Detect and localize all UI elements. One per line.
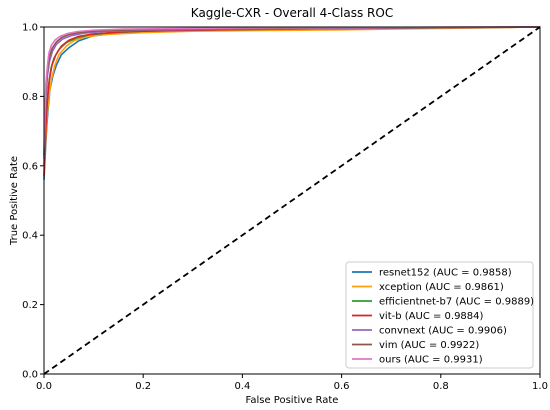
- y-tick-label: 0.2: [22, 300, 38, 311]
- x-tick-label: 1.0: [532, 381, 548, 392]
- x-tick-label: 0.0: [36, 381, 52, 392]
- roc-curve-series-1: [43, 26, 541, 173]
- y-axis-label: True Positive Rate: [9, 156, 20, 246]
- axis-ticks: 0.0 0.2 0.4 0.6 0.8 1.0 0.0 0.2 0.4 0.6 0.8 1.0: [22, 23, 548, 393]
- legend-label: vit-b (AUC = 0.9884): [379, 311, 484, 322]
- legend-label: xception (AUC = 0.9861): [379, 282, 504, 293]
- legend-label: vim (AUC = 0.9922): [379, 340, 479, 351]
- x-tick-label: 0.6: [334, 381, 350, 392]
- x-tick-label: 0.2: [135, 381, 151, 392]
- chart-title: Kaggle-CXR - Overall 4-Class ROC: [191, 6, 393, 20]
- legend-label: resnet152 (AUC = 0.9858): [379, 268, 512, 279]
- legend-label: efficientnet-b7 (AUC = 0.9889): [379, 297, 534, 308]
- legend-label: ours (AUC = 0.9931): [379, 355, 483, 366]
- y-tick-label: 0.6: [22, 161, 38, 172]
- legend: resnet152 (AUC = 0.9858) xception (AUC = …: [345, 261, 534, 369]
- plot-lines: [43, 26, 541, 375]
- legend-box: [345, 261, 534, 369]
- y-tick-label: 0.8: [22, 92, 38, 103]
- legend-label: convnext (AUC = 0.9906): [379, 326, 507, 337]
- x-axis-label: False Positive Rate: [246, 395, 339, 406]
- y-tick-label: 1.0: [22, 23, 38, 34]
- x-tick-label: 0.4: [234, 381, 250, 392]
- roc-curve-series-6: [43, 26, 541, 149]
- y-tick-label: 0.0: [22, 370, 38, 381]
- y-tick-label: 0.4: [22, 231, 38, 242]
- x-tick-label: 0.8: [433, 381, 449, 392]
- plot-frame: [43, 26, 541, 375]
- chance-diagonal-line: [43, 26, 541, 375]
